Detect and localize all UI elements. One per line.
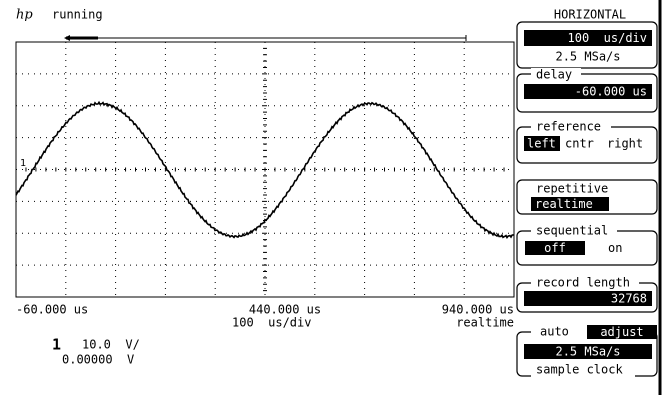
label-bg [531,68,581,80]
time-right: 940.000 us [442,303,514,317]
delay-value: -60.000 us [575,85,647,99]
reference-option[interactable]: left [527,137,556,151]
repetitive-field [531,197,609,211]
channel-marker: 1 [20,158,26,169]
time-left: -60.000 us [16,303,88,317]
sequential-label: sequential [536,224,608,238]
sample-clock-option[interactable]: auto [540,325,569,339]
label-bg [531,224,617,237]
channel-scale: 10.0 V/ [82,338,140,352]
record-length-value: 32768 [611,292,647,306]
graticule-frame [15,41,515,298]
label-bg [531,364,635,377]
waveform [15,100,515,239]
delay-label: delay [536,68,572,82]
record-window [66,36,98,40]
timebase-value: 100 us/div [568,31,647,45]
time-center: 440.000 us [249,303,321,317]
record-length-field [524,291,652,306]
option-highlight [525,241,585,255]
record-arrow [64,35,70,41]
delay-key[interactable] [516,73,658,113]
channel-number: 1 [52,336,61,354]
delay-field [524,84,652,99]
panel-title: HORIZONTAL [554,8,626,22]
timebase-key[interactable] [516,21,658,69]
reference-option[interactable]: right [607,137,643,151]
reference-option[interactable]: cntr [565,137,594,151]
acq-mode: realtime [456,316,514,330]
sample-clock-value: 2.5 MSa/s [555,345,620,359]
timebase-field [524,30,652,46]
sample-clock-label: sample clock [536,363,623,377]
sample-clock-option[interactable]: adjust [600,325,643,339]
record-length-label: record length [536,276,630,290]
logo: hp [16,8,33,23]
sequential-option[interactable]: on [608,241,622,255]
timebase-readout: 100 us/div [232,316,311,330]
run-state: running [52,8,103,22]
graticule [15,41,515,298]
option-highlight [587,325,657,339]
label-bg [531,276,639,289]
sample-rate: 2.5 MSa/s [555,50,620,64]
sample-clock-field [524,344,652,359]
repetitive-key[interactable] [516,179,658,215]
label-bg [531,120,611,133]
reference-label: reference [536,120,601,134]
option-highlight [524,136,560,151]
sequential-option[interactable]: off [544,241,566,255]
repetitive-value: realtime [535,197,593,211]
channel-offset: 0.00000 V [62,353,134,367]
repetitive-label: repetitive [536,182,608,196]
